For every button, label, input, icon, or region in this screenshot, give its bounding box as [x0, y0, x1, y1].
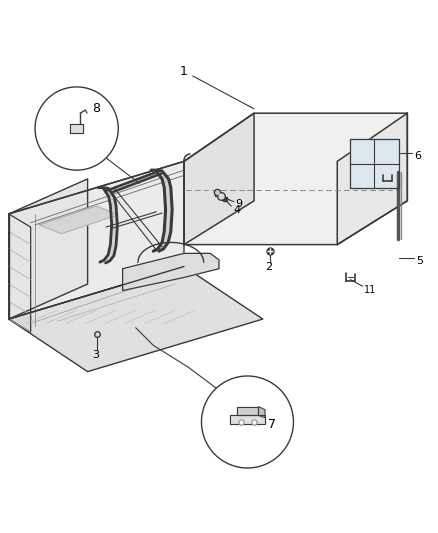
Text: 3: 3 — [92, 350, 99, 360]
Circle shape — [35, 87, 118, 170]
Circle shape — [201, 376, 293, 468]
Text: 8: 8 — [92, 102, 100, 115]
Text: 11: 11 — [364, 285, 377, 295]
Text: 6: 6 — [414, 151, 421, 161]
Text: 7: 7 — [268, 418, 276, 431]
Polygon shape — [39, 206, 118, 233]
Text: 5: 5 — [416, 256, 423, 266]
Polygon shape — [184, 113, 407, 245]
Polygon shape — [230, 415, 265, 424]
Text: 9: 9 — [235, 199, 242, 209]
Polygon shape — [123, 253, 219, 290]
Polygon shape — [9, 214, 31, 332]
Polygon shape — [9, 179, 88, 319]
Text: 2: 2 — [265, 262, 272, 272]
Polygon shape — [105, 173, 161, 192]
Polygon shape — [258, 407, 265, 418]
Polygon shape — [184, 113, 254, 245]
Polygon shape — [350, 140, 399, 188]
Text: 1: 1 — [180, 65, 188, 78]
Polygon shape — [70, 124, 83, 133]
Polygon shape — [9, 161, 184, 319]
Polygon shape — [9, 266, 263, 372]
Polygon shape — [237, 407, 258, 415]
Text: 4: 4 — [233, 205, 240, 215]
Polygon shape — [337, 113, 407, 245]
